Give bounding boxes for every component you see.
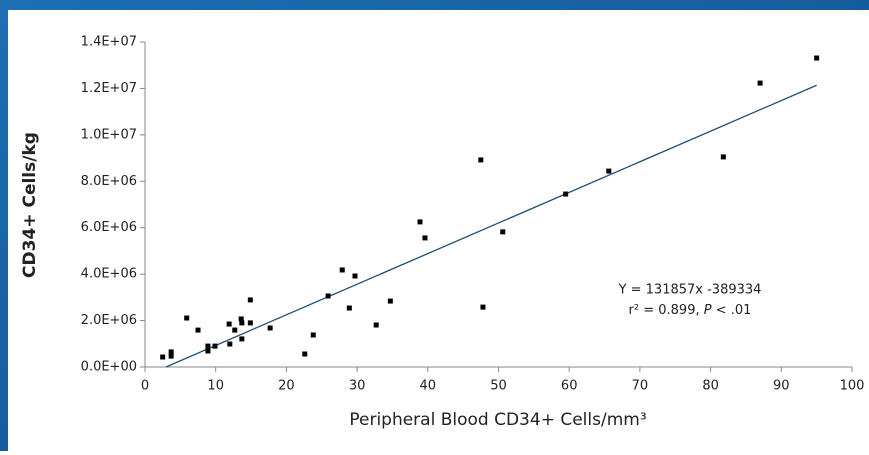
y-tick-label: 0.0E+00 (81, 360, 137, 375)
x-tick-label: 50 (490, 379, 507, 394)
x-tick-label: 90 (773, 379, 790, 394)
y-tick-label: 2.0E+06 (81, 313, 137, 328)
x-tick-label: 100 (840, 379, 865, 394)
point (302, 351, 308, 357)
point (478, 157, 484, 163)
point (226, 321, 232, 327)
y-tick-label: 6.0E+06 (81, 220, 137, 235)
point (205, 348, 211, 354)
x-tick-label: 30 (349, 379, 366, 394)
point (480, 304, 486, 310)
point (325, 293, 331, 299)
point (720, 154, 726, 160)
y-tick-label: 8.0E+06 (81, 174, 137, 189)
x-tick-label: 60 (561, 379, 578, 394)
fit-stats: r² = 0.899, P < .01 (629, 303, 752, 318)
point (422, 235, 428, 241)
y-tick-label: 1.4E+07 (81, 35, 137, 50)
x-axis-title: Peripheral Blood CD34+ Cells/mm³ (349, 410, 646, 430)
point (195, 327, 201, 333)
point (346, 305, 352, 311)
y-axis-title: CD34+ Cells/kg (20, 132, 40, 278)
fit-r2: r² = 0.899, (629, 303, 704, 318)
y-tick-label: 1.2E+07 (81, 81, 137, 96)
y-tick-label: 1.0E+07 (81, 127, 137, 142)
point (227, 341, 233, 347)
point (238, 316, 244, 322)
point (184, 315, 190, 321)
point (352, 273, 358, 279)
point (310, 332, 316, 338)
point (239, 336, 245, 342)
point (205, 343, 211, 349)
x-tick-label: 70 (632, 379, 649, 394)
point (160, 354, 166, 360)
point (212, 343, 218, 349)
fit-p-value: < .01 (712, 303, 752, 318)
point (814, 55, 820, 61)
point (417, 219, 423, 225)
x-tick-label: 20 (278, 379, 295, 394)
point (387, 298, 393, 304)
point (239, 320, 245, 326)
point (168, 349, 174, 355)
point (247, 297, 253, 303)
fit-p: P (704, 303, 712, 318)
point (606, 168, 612, 174)
y-tick-label: 4.0E+06 (81, 267, 137, 282)
point (500, 229, 506, 235)
panel (8, 10, 869, 451)
point (267, 325, 273, 331)
point (757, 80, 763, 86)
x-tick-label: 0 (141, 379, 149, 394)
equation: Y = 131857x -389334 (618, 283, 762, 298)
trend-line (165, 84, 817, 368)
point (563, 191, 569, 197)
x-tick-label: 80 (702, 379, 719, 394)
point (168, 353, 174, 359)
x-tick-label: 40 (420, 379, 437, 394)
point (373, 322, 379, 328)
point (232, 327, 238, 333)
point (247, 320, 253, 326)
x-tick-label: 10 (207, 379, 224, 394)
point (339, 267, 345, 273)
